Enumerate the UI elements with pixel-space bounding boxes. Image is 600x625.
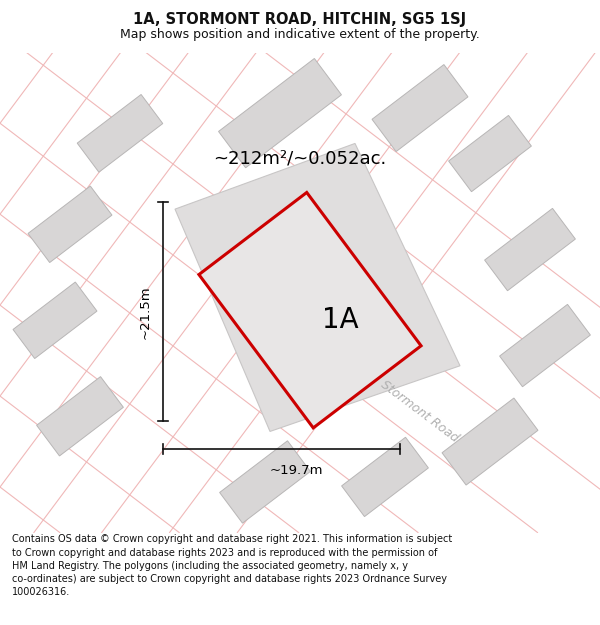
- Polygon shape: [372, 64, 468, 152]
- Polygon shape: [13, 282, 97, 359]
- Text: ~21.5m: ~21.5m: [139, 285, 151, 339]
- Polygon shape: [28, 186, 112, 262]
- Polygon shape: [37, 377, 124, 456]
- Polygon shape: [77, 94, 163, 172]
- Polygon shape: [449, 116, 532, 192]
- Polygon shape: [341, 438, 428, 517]
- Polygon shape: [485, 208, 575, 291]
- Polygon shape: [199, 192, 421, 428]
- Polygon shape: [175, 144, 460, 431]
- Polygon shape: [500, 304, 590, 387]
- Text: 1A, STORMONT ROAD, HITCHIN, SG5 1SJ: 1A, STORMONT ROAD, HITCHIN, SG5 1SJ: [133, 11, 467, 26]
- Text: ~19.7m: ~19.7m: [270, 464, 323, 478]
- Text: Contains OS data © Crown copyright and database right 2021. This information is : Contains OS data © Crown copyright and d…: [12, 534, 452, 597]
- Text: ~212m²/~0.052ac.: ~212m²/~0.052ac.: [214, 149, 386, 168]
- Text: Map shows position and indicative extent of the property.: Map shows position and indicative extent…: [120, 28, 480, 41]
- Polygon shape: [218, 59, 341, 168]
- Polygon shape: [220, 441, 310, 523]
- Polygon shape: [442, 398, 538, 485]
- Text: Stormont Road: Stormont Road: [379, 378, 461, 444]
- Text: 1A: 1A: [322, 306, 358, 334]
